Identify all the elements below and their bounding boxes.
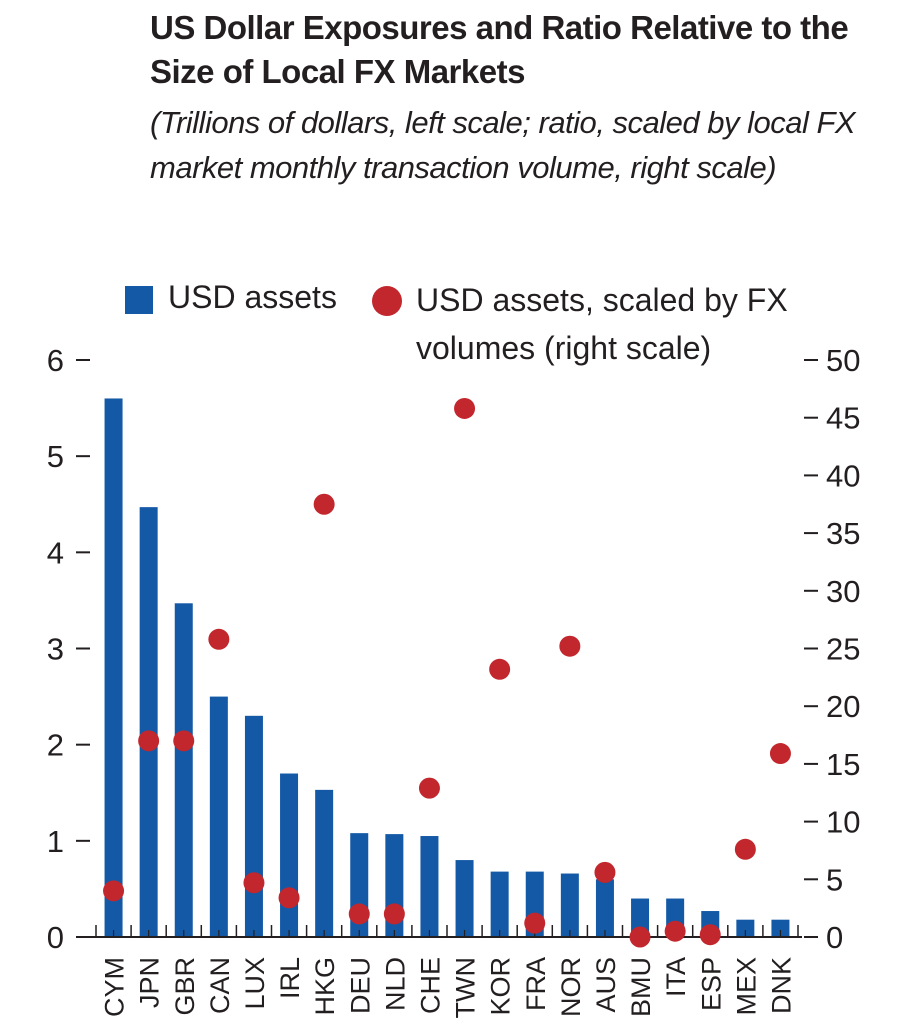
x-label-aus: AUS — [591, 957, 621, 1013]
legend-dot-label: USD assets, scaled by FX volumes (right … — [416, 282, 788, 366]
x-label-esp: ESP — [696, 957, 726, 1011]
x-label-mex: MEX — [731, 957, 761, 1016]
bar-che — [420, 836, 439, 937]
bar-twn — [455, 860, 474, 937]
y-left-tick-label: 1 — [47, 824, 64, 859]
y-right-tick-label: 40 — [826, 458, 860, 493]
dot-nld — [383, 903, 405, 925]
bar-kor — [490, 871, 509, 937]
x-label-kor: KOR — [486, 957, 516, 1016]
dot-kor — [489, 658, 511, 680]
y-left-tick-label: 4 — [47, 535, 64, 570]
bar-lux — [244, 715, 263, 937]
bar-can — [209, 696, 228, 937]
y-left-tick-label: 6 — [47, 343, 64, 378]
legend-bar-swatch — [125, 286, 153, 314]
bar-mex — [736, 919, 755, 937]
bar-bmu — [631, 898, 650, 937]
legend-bar-label: USD assets — [168, 279, 337, 315]
x-label-dnk: DNK — [766, 957, 796, 1014]
y-right-tick-label: 25 — [826, 632, 860, 667]
x-label-fra: FRA — [521, 957, 551, 1011]
y-left-tick-label: 0 — [47, 920, 64, 955]
x-label-hkg: HKG — [310, 957, 340, 1016]
dot-cym — [103, 880, 125, 902]
y-right-tick-label: 35 — [826, 516, 860, 551]
x-label-nor: NOR — [556, 957, 586, 1017]
x-label-cym: CYM — [100, 957, 130, 1017]
bar-dnk — [771, 919, 790, 937]
y-right-tick-label: 20 — [826, 689, 860, 724]
y-right-tick-label: 30 — [826, 574, 860, 609]
dot-nor — [559, 635, 581, 657]
bar-gbr — [174, 603, 193, 937]
dot-hkg — [313, 493, 335, 515]
x-label-deu: DEU — [345, 957, 375, 1014]
x-label-che: CHE — [415, 957, 445, 1014]
y-right-tick-label: 50 — [826, 343, 860, 378]
y-right-tick-label: 15 — [826, 747, 860, 782]
x-label-ita: ITA — [661, 957, 691, 997]
y-right-tick-label: 10 — [826, 805, 860, 840]
bar-irl — [280, 773, 299, 937]
x-label-lux: LUX — [240, 957, 270, 1010]
bar-aus — [595, 879, 614, 937]
x-label-jpn: JPN — [135, 957, 165, 1008]
y-right-tick-label: 5 — [826, 862, 843, 897]
dot-dnk — [769, 743, 791, 765]
dot-gbr — [173, 730, 195, 752]
bar-hkg — [315, 789, 334, 937]
dot-esp — [699, 924, 721, 946]
dot-bmu — [629, 926, 651, 948]
y-left-tick-label: 3 — [47, 632, 64, 667]
dot-che — [418, 777, 440, 799]
legend-dot-swatch — [372, 286, 402, 316]
dot-lux — [243, 872, 265, 894]
y-left-tick-label: 5 — [47, 439, 64, 474]
x-label-twn: TWN — [451, 957, 481, 1018]
dot-irl — [278, 887, 300, 909]
x-label-gbr: GBR — [170, 957, 200, 1016]
x-label-nld: NLD — [380, 957, 410, 1011]
dot-deu — [348, 903, 370, 925]
x-label-can: CAN — [205, 957, 235, 1014]
y-right-tick-label: 0 — [826, 920, 843, 955]
bar-nor — [560, 873, 579, 937]
dot-ita — [664, 920, 686, 942]
dot-can — [208, 628, 230, 650]
y-left-tick-label: 2 — [47, 728, 64, 763]
bar-jpn — [139, 507, 158, 937]
chart-title: US Dollar Exposures and Ratio Relative t… — [150, 9, 849, 90]
bar-cym — [104, 398, 123, 937]
dot-mex — [734, 838, 756, 860]
dot-aus — [594, 861, 616, 883]
x-label-irl: IRL — [275, 957, 305, 999]
y-right-tick-label: 45 — [826, 401, 860, 436]
dot-fra — [524, 912, 546, 934]
dot-jpn — [138, 730, 160, 752]
chart-subtitle: (Trillions of dollars, left scale; ratio… — [150, 105, 856, 185]
dot-twn — [454, 397, 476, 419]
x-label-bmu: BMU — [626, 957, 656, 1017]
